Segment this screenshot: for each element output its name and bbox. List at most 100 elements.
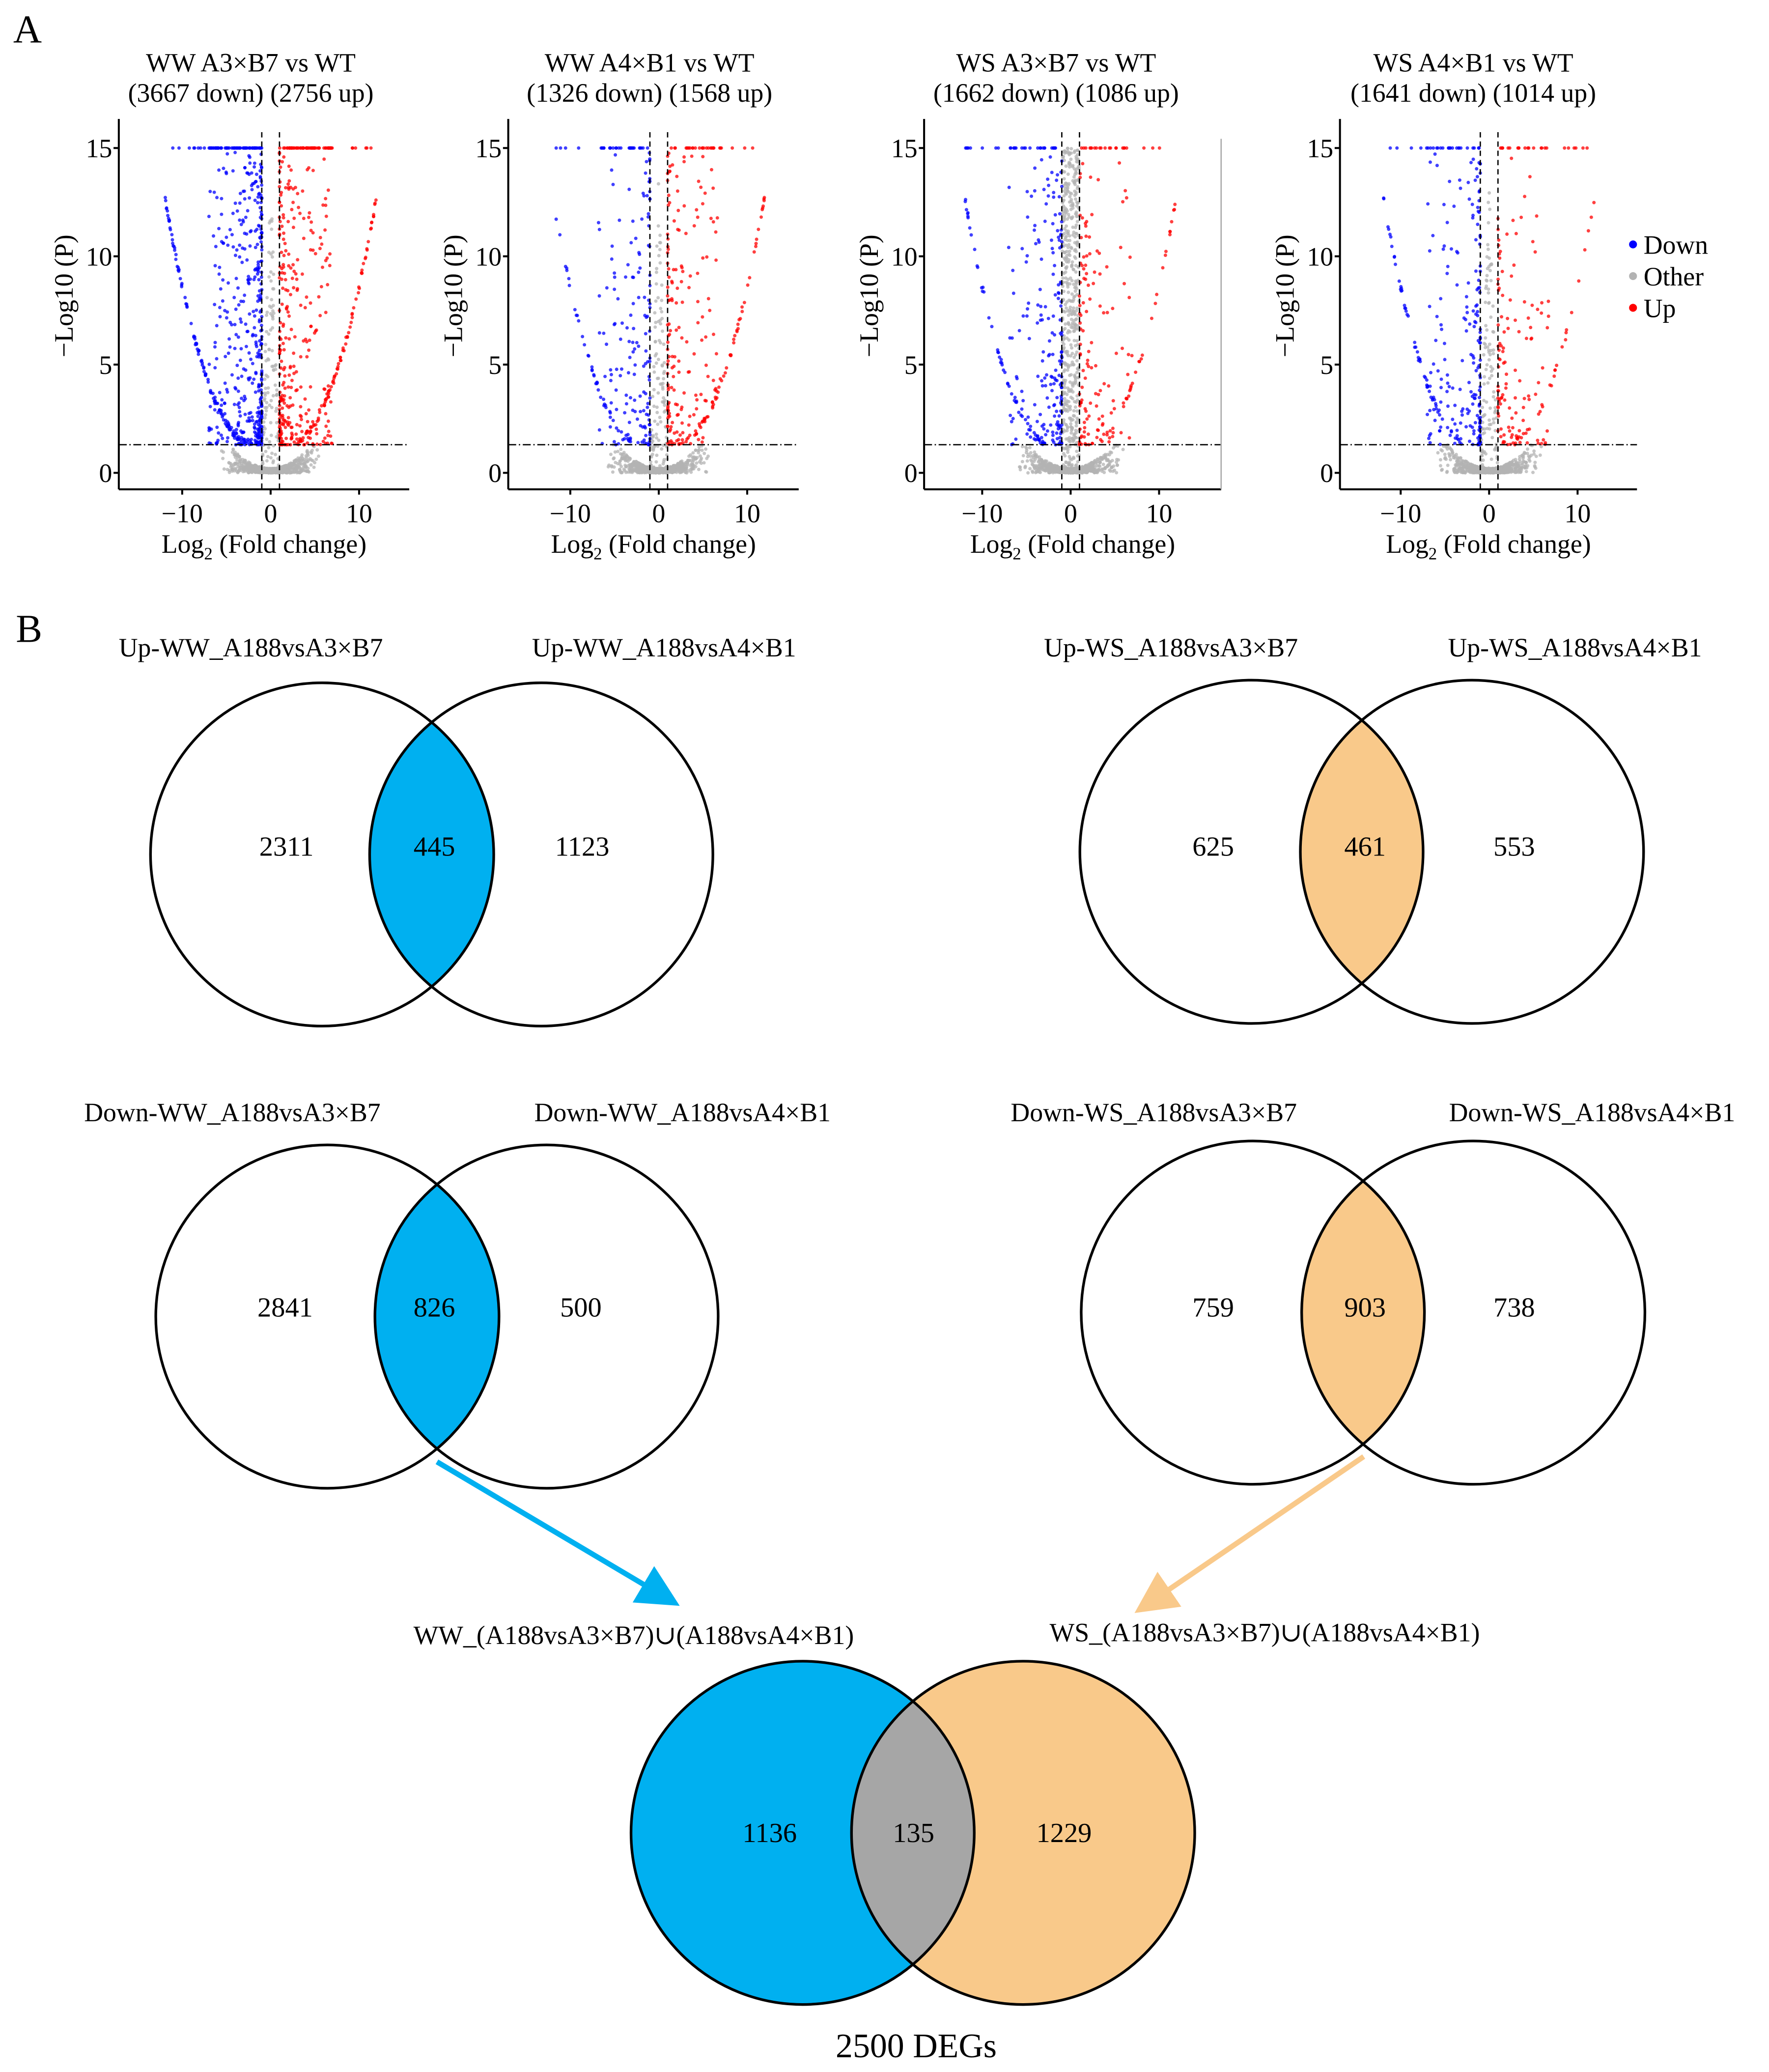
point-other	[610, 464, 614, 468]
point-up	[324, 203, 328, 207]
point-down	[253, 199, 257, 202]
point-down	[215, 357, 219, 361]
point-other	[661, 381, 665, 385]
point-down	[251, 419, 254, 423]
point-up	[326, 188, 330, 192]
point-down	[243, 231, 247, 235]
point-down	[198, 146, 202, 150]
point-down	[612, 440, 616, 444]
point-other	[656, 422, 660, 426]
point-other	[634, 460, 638, 464]
point-other	[309, 451, 313, 455]
point-up	[372, 215, 376, 219]
point-down	[624, 275, 628, 279]
point-down	[255, 435, 259, 439]
point-other	[652, 445, 656, 449]
point-down	[234, 427, 238, 431]
point-down	[221, 299, 225, 303]
point-down	[213, 366, 217, 369]
point-other	[267, 275, 271, 279]
point-up	[671, 163, 674, 167]
point-up	[670, 281, 674, 285]
point-up	[295, 437, 299, 441]
point-other	[272, 459, 276, 463]
point-down	[236, 389, 240, 393]
point-up	[673, 146, 677, 150]
point-down	[178, 277, 182, 281]
point-up	[730, 146, 734, 150]
point-other	[654, 282, 658, 286]
point-other	[606, 465, 610, 469]
point-up	[373, 202, 377, 206]
y-tick-label: 10	[475, 242, 502, 271]
point-other	[274, 363, 278, 367]
point-other	[1069, 343, 1073, 347]
point-up	[283, 242, 287, 246]
point-other	[269, 312, 273, 316]
point-other	[265, 400, 269, 404]
point-down	[634, 236, 638, 240]
point-up	[281, 286, 285, 290]
point-other	[658, 341, 662, 345]
point-other	[264, 386, 268, 390]
point-up	[326, 395, 330, 399]
point-down	[240, 374, 244, 378]
point-other	[659, 420, 663, 424]
point-other	[266, 467, 270, 471]
point-other	[653, 311, 657, 315]
point-other	[655, 470, 659, 474]
point-down	[207, 214, 211, 218]
point-down	[217, 227, 221, 230]
point-down	[613, 271, 617, 275]
point-up	[286, 423, 290, 427]
point-other	[1074, 428, 1078, 432]
point-other	[1075, 450, 1079, 454]
point-other	[1065, 306, 1068, 310]
point-other	[263, 349, 267, 353]
point-down	[603, 374, 607, 378]
point-down	[248, 244, 252, 248]
point-down	[189, 321, 193, 325]
point-down	[220, 403, 224, 407]
point-up	[303, 306, 307, 310]
point-up	[283, 278, 287, 282]
point-up	[719, 146, 723, 150]
point-down	[258, 206, 262, 210]
y-tick-label: 5	[488, 350, 502, 380]
y-axis-label: −Log10 (P)	[439, 234, 468, 357]
point-up	[302, 236, 306, 240]
point-down	[226, 351, 230, 355]
point-up	[309, 248, 312, 252]
point-up	[303, 397, 307, 401]
point-up	[311, 420, 315, 424]
point-other	[1067, 234, 1071, 238]
point-other	[1106, 453, 1110, 456]
point-other	[1083, 465, 1087, 469]
point-other	[661, 462, 665, 466]
point-up	[679, 280, 683, 284]
point-other	[264, 450, 268, 454]
point-down	[629, 241, 633, 245]
point-other	[1067, 215, 1071, 219]
point-up	[740, 310, 744, 313]
point-down	[628, 396, 632, 399]
point-down	[638, 394, 642, 398]
point-up	[296, 192, 300, 196]
point-down	[238, 358, 242, 362]
point-down	[239, 320, 243, 324]
point-up	[703, 191, 707, 195]
point-down	[643, 313, 647, 317]
point-down	[609, 368, 613, 372]
point-down	[228, 427, 232, 431]
point-other	[653, 419, 657, 423]
point-other	[234, 453, 238, 457]
point-other	[1095, 460, 1098, 464]
point-other	[1066, 172, 1070, 176]
point-down	[644, 332, 647, 336]
point-up	[667, 322, 671, 326]
point-down	[236, 376, 240, 380]
point-down	[627, 340, 631, 343]
point-other	[659, 322, 663, 326]
point-up	[695, 407, 699, 411]
